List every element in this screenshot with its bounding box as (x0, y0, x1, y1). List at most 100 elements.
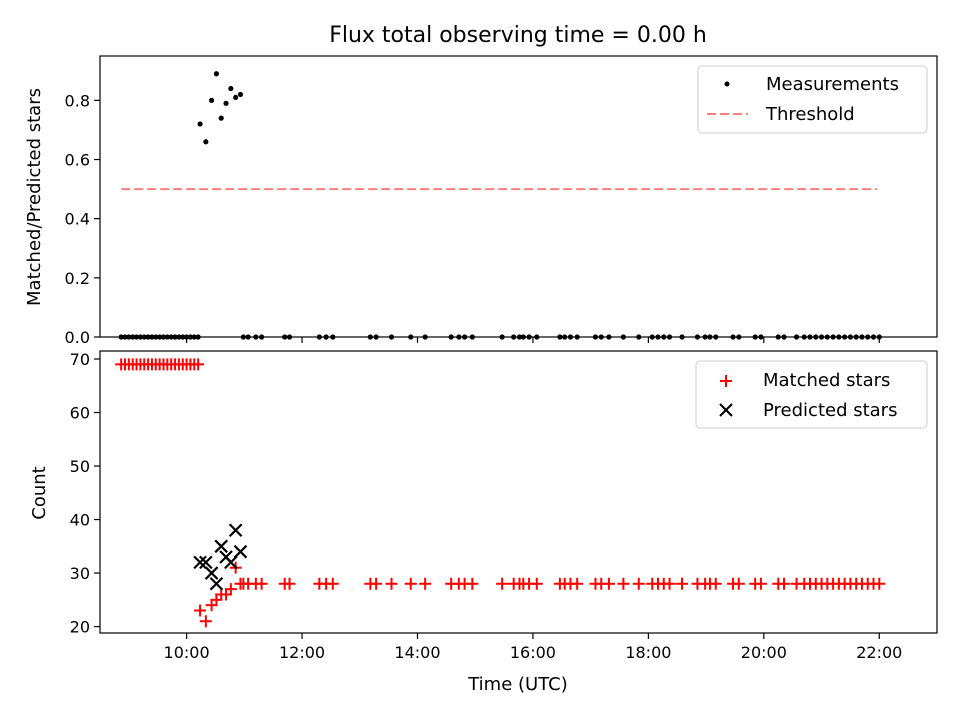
measurements-point (141, 334, 147, 340)
count-y-tick-label: 40 (70, 511, 90, 530)
measurements-point (172, 334, 178, 340)
measurements-point (707, 334, 713, 340)
ratio-plot-area (118, 71, 882, 340)
measurements-point (462, 334, 468, 340)
measurements-point (516, 334, 523, 340)
count-y-axis: 20 30 40 50 60 70 (70, 350, 100, 637)
measurements-point (176, 334, 182, 340)
count-x-tick-label: 14:00 (394, 643, 440, 662)
measurements-point (511, 334, 517, 340)
count-plot-area (115, 358, 886, 628)
matched-stars-point (732, 577, 745, 590)
ratio-y-axis-label: Matched/Predicted stars (24, 88, 45, 306)
measurements-point (187, 334, 194, 340)
legend-predicted-marker (719, 403, 733, 417)
measurements-point (661, 334, 667, 340)
measurements-point (824, 334, 830, 340)
measurements-point (818, 334, 825, 340)
count-y-tick-label: 70 (70, 350, 90, 369)
matched-stars-point (778, 577, 791, 590)
measurements-point (408, 334, 414, 340)
matched-stars-point (255, 577, 268, 590)
measurements-point (606, 334, 612, 340)
measurements-point (592, 334, 599, 340)
matched-stars-point (632, 577, 645, 590)
predicted-stars-point (228, 523, 243, 538)
measurements-point (282, 334, 288, 340)
ratio-legend-box (697, 65, 928, 134)
measurements-point (870, 334, 877, 340)
measurements-point (195, 334, 201, 340)
count-x-tick-label: 18:00 (625, 643, 671, 662)
ratio-y-tick-label: 0.4 (65, 210, 90, 229)
measurements-point (367, 334, 373, 340)
ratio-y-axis: 0.0 0.2 0.4 0.6 0.8 (65, 91, 100, 347)
measurements-point (218, 115, 224, 121)
measurements-point (259, 334, 265, 340)
matched-stars-point (419, 577, 432, 590)
count-x-tick-label: 10:00 (164, 643, 210, 662)
ratio-y-tick-label: 0.2 (65, 269, 90, 288)
legend-predicted-label: Predicted stars (763, 400, 897, 421)
predicted-stars-point (209, 576, 224, 591)
count-legend-box (695, 360, 928, 429)
measurements-point (286, 334, 293, 340)
measurements-point (209, 97, 215, 103)
measurements-point (775, 334, 781, 340)
measurements-point (694, 334, 701, 340)
measurements-point (388, 334, 395, 340)
measurements-point (240, 334, 246, 340)
predicted-stars-point (199, 555, 213, 570)
measurements-point (526, 334, 532, 340)
measurements-point (245, 334, 251, 340)
predicted-stars-point (224, 555, 238, 570)
predicted-stars-point (204, 566, 219, 580)
measurements-point (373, 334, 379, 340)
measurements-point (781, 334, 787, 340)
predicted-stars-point (193, 555, 207, 570)
measurements-point (118, 334, 124, 340)
matched-stars-point (617, 577, 630, 590)
matched-stars-point (663, 577, 676, 590)
matched-stars-point (194, 604, 207, 617)
measurements-point (865, 334, 871, 340)
count-y-tick-label: 60 (70, 404, 90, 423)
measurements-point (122, 334, 128, 340)
measurements-point (876, 334, 882, 340)
measurements-point (813, 334, 819, 340)
chart-title: Flux total observing time = 0.00 h (329, 23, 707, 48)
measurements-point (598, 334, 604, 340)
measurements-point (499, 334, 505, 340)
measurements-point (223, 100, 229, 106)
matched-stars-point (676, 577, 689, 590)
matched-stars-point (283, 577, 296, 590)
measurements-point (233, 94, 239, 101)
measurements-point (679, 334, 685, 340)
measurements-point (469, 334, 475, 340)
matched-stars-point (466, 577, 479, 590)
predicted-stars-point (233, 544, 248, 559)
matched-stars-point (192, 358, 205, 371)
matched-stars-point (754, 577, 767, 590)
measurements-point (180, 334, 186, 340)
measurements-point (636, 334, 642, 340)
measurements-point (534, 334, 540, 340)
legend-threshold-label: Threshold (765, 104, 855, 125)
measurements-point (752, 334, 758, 340)
measurements-point (842, 334, 848, 340)
count-x-tick-label: 12:00 (279, 643, 325, 662)
ratio-legend: Measurements Threshold (697, 65, 928, 134)
measurements-point (520, 334, 526, 340)
predicted-stars-point (214, 539, 228, 554)
count-panel: 20 30 40 50 60 70 10:00 12:00 14:00 16:00 18:00 20… (29, 350, 938, 695)
measurements-point (126, 334, 132, 340)
count-y-tick-label: 20 (70, 618, 90, 637)
measurements-point (137, 334, 144, 340)
measurements-point (574, 334, 580, 340)
measurements-point (316, 334, 322, 340)
legend-measurements-label: Measurements (766, 74, 899, 95)
measurements-point (228, 85, 234, 92)
measurements-point (859, 334, 865, 340)
measurements-point (149, 334, 155, 340)
measurements-point (847, 334, 854, 340)
